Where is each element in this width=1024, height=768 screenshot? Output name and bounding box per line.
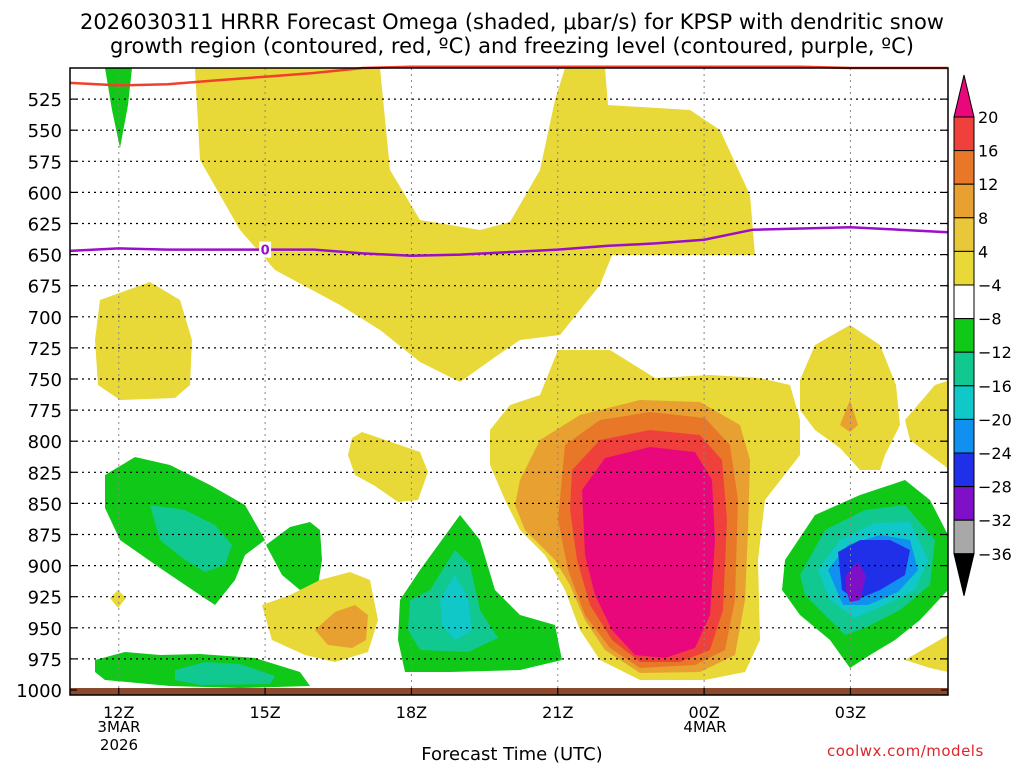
colorbar-swatch xyxy=(953,250,975,286)
colorbar-label: 4 xyxy=(978,242,988,261)
y-axis: 525 550 575 600 625 650 675 700 725 750 775 800 825 8… xyxy=(16,90,948,702)
omega-region-green-15z xyxy=(266,522,322,590)
date-label-4mar: 4MAR xyxy=(683,718,727,736)
ytick-label: 925 xyxy=(28,588,62,609)
colorbar: 20 16 12 8 4 −4 −8 −12 −16 −20 −24 −28 −32 −36 xyxy=(953,74,1012,596)
colorbar-swatch xyxy=(953,418,975,454)
colorbar-label: −32 xyxy=(978,511,1012,530)
ytick-label: 700 xyxy=(28,308,62,329)
omega-region-cyan-18z xyxy=(440,575,472,640)
chart-title-line-2: growth region (contoured, red, ºC) and f… xyxy=(110,34,914,58)
grid-lines xyxy=(70,68,948,695)
freezing-level-line xyxy=(69,225,949,258)
colorbar-swatch xyxy=(953,519,975,555)
ytick-label: 1000 xyxy=(16,681,62,702)
colorbar-label: −20 xyxy=(978,410,1012,429)
ytick-label: 800 xyxy=(28,432,62,453)
omega-shading xyxy=(95,68,948,688)
colorbar-swatch xyxy=(953,486,975,521)
omega-region-core-20 xyxy=(582,447,715,658)
omega-region-dot-12z xyxy=(110,590,126,608)
date-label-2026: 2026 xyxy=(99,736,139,754)
colorbar-label: 8 xyxy=(978,209,988,228)
colorbar-bottom-arrow xyxy=(953,553,975,596)
contour-lines: 0 xyxy=(69,65,949,259)
colorbar-label: 16 xyxy=(978,142,998,161)
ytick-label: 600 xyxy=(28,183,62,204)
omega-region-edge-yellow xyxy=(905,380,948,469)
ytick-label: 900 xyxy=(28,557,62,578)
colorbar-label: −28 xyxy=(978,478,1012,497)
date-label-3mar: 3MAR xyxy=(97,718,141,736)
ytick-label: 775 xyxy=(28,401,62,422)
colorbar-swatch xyxy=(953,284,975,320)
ytick-label: 525 xyxy=(28,90,62,111)
colorbar-label: −4 xyxy=(978,276,1002,295)
ytick-label: 850 xyxy=(28,494,62,515)
dgz-contour-line xyxy=(69,65,948,87)
chart-title-line-1: 2026030311 HRRR Forecast Omega (shaded, … xyxy=(80,10,944,34)
xtick-label: 18Z xyxy=(396,703,427,722)
ytick-label: 575 xyxy=(28,152,62,173)
omega-region-orange-speck xyxy=(840,400,858,432)
ytick-label: 675 xyxy=(28,277,62,298)
colorbar-label: −12 xyxy=(978,343,1012,362)
colorbar-swatch xyxy=(953,217,975,252)
colorbar-top-arrow xyxy=(953,74,975,118)
terrain-strip xyxy=(70,688,948,695)
colorbar-label: 20 xyxy=(978,108,998,127)
colorbar-label: −16 xyxy=(978,377,1012,396)
xtick-label: 12Z xyxy=(103,703,134,722)
ytick-label: 550 xyxy=(28,121,62,142)
ytick-label: 950 xyxy=(28,619,62,640)
ytick-label: 975 xyxy=(28,650,62,671)
omega-region-upper xyxy=(195,68,755,382)
omega-region-yellow-bottom-right xyxy=(905,635,948,672)
freezing-label-bg xyxy=(259,241,272,258)
ytick-label: 725 xyxy=(28,339,62,360)
colorbar-swatch xyxy=(953,385,975,420)
colorbar-swatch xyxy=(953,452,975,488)
colorbar-swatch xyxy=(953,318,975,353)
colorbar-label: 12 xyxy=(978,175,998,194)
credit-text: coolwx.com/models xyxy=(827,742,984,760)
ytick-label: 650 xyxy=(28,246,62,267)
x-axis: 12Z 15Z 18Z 21Z 00Z 03Z xyxy=(103,688,866,722)
x-axis-label: Forecast Time (UTC) xyxy=(421,744,603,765)
omega-region-right-yellow xyxy=(800,325,900,470)
colorbar-label: −24 xyxy=(978,444,1012,463)
xtick-label: 15Z xyxy=(249,703,280,722)
omega-region-teal-left xyxy=(150,505,232,572)
colorbar-swatch xyxy=(953,183,975,219)
colorbar-swatch xyxy=(953,150,975,185)
colorbar-swatch xyxy=(953,116,975,152)
omega-region-green-top xyxy=(105,68,132,148)
ytick-label: 875 xyxy=(28,526,62,547)
xtick-label: 03Z xyxy=(835,703,866,722)
colorbar-label: −8 xyxy=(978,310,1002,329)
plot-frame xyxy=(69,67,949,696)
omega-region-purple-right xyxy=(846,562,866,602)
freezing-level-label: 0 xyxy=(261,244,270,259)
omega-region-orange-17z xyxy=(315,605,368,648)
ytick-label: 825 xyxy=(28,463,62,484)
ytick-label: 625 xyxy=(28,215,62,236)
ytick-label: 750 xyxy=(28,370,62,391)
omega-region-left-yellow xyxy=(95,282,192,400)
xtick-label: 21Z xyxy=(542,703,573,722)
omega-region-small-yellow xyxy=(348,432,428,502)
colorbar-swatch xyxy=(953,351,975,387)
omega-region-teal-bottom xyxy=(175,662,275,685)
colorbar-label: −36 xyxy=(978,545,1012,564)
xtick-label: 00Z xyxy=(688,703,719,722)
